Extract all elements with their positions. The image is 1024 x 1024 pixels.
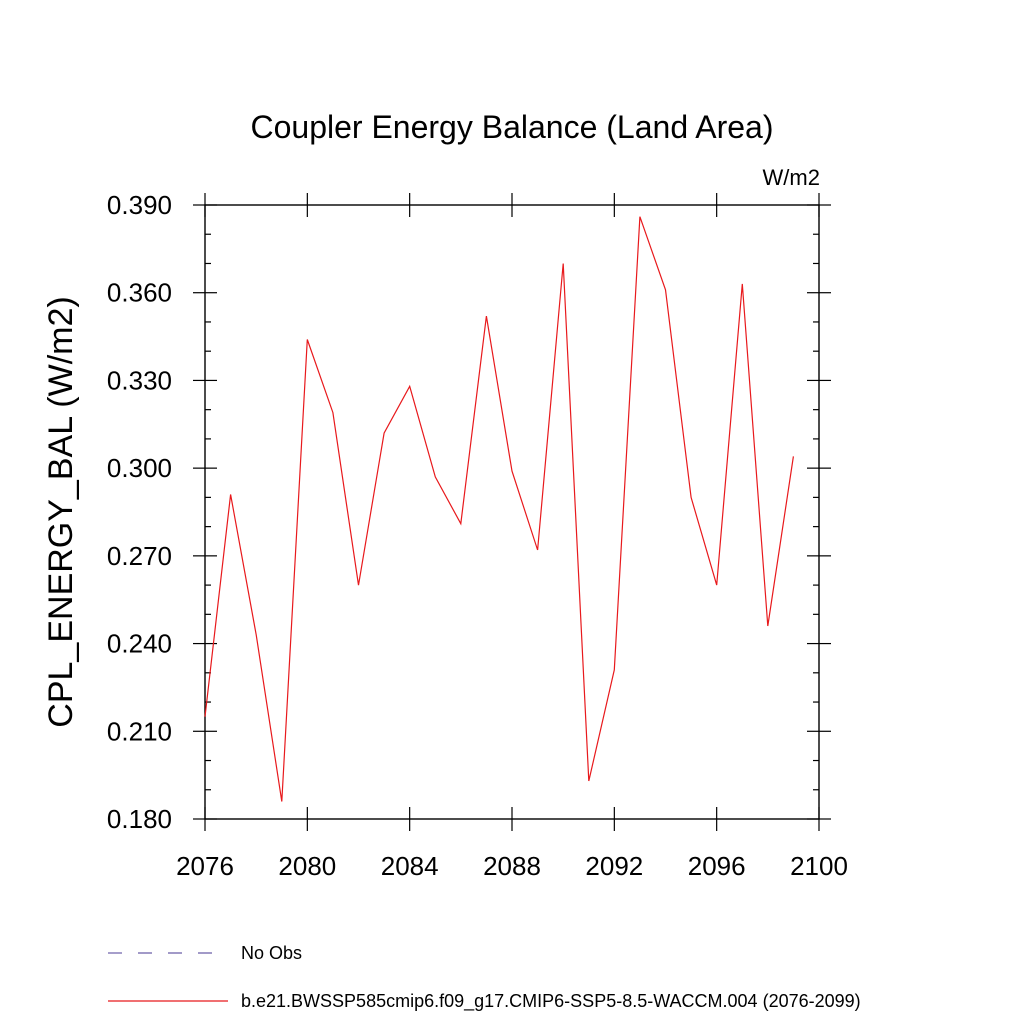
plot-frame [204, 204, 820, 820]
y-tick-label: 0.180 [107, 804, 172, 834]
x-tick-label: 2088 [483, 851, 541, 881]
legend: No Obs b.e21.BWSSP585cmip6.f09_g17.CMIP6-… [108, 943, 861, 1012]
x-tick-label: 2084 [381, 851, 439, 881]
y-tick-label: 0.210 [107, 716, 172, 746]
series-layer [204, 216, 794, 802]
chart-title: Coupler Energy Balance (Land Area) [251, 109, 774, 145]
y-axis-title: CPL_ENERGY_BAL (W/m2) [42, 296, 80, 727]
legend-label: No Obs [241, 943, 302, 963]
x-tick-label: 2100 [790, 851, 848, 881]
y-tick-label: 0.240 [107, 629, 172, 659]
series-line [204, 216, 794, 802]
y-tick-label: 0.360 [107, 278, 172, 308]
y-tick-label: 0.270 [107, 541, 172, 571]
legend-label: b.e21.BWSSP585cmip6.f09_g17.CMIP6-SSP5-8… [241, 991, 861, 1012]
x-tick-label: 2092 [585, 851, 643, 881]
y-tick-label: 0.330 [107, 365, 172, 395]
x-tick-label: 2096 [688, 851, 746, 881]
x-tick-label: 2076 [176, 851, 234, 881]
x-tick-label: 2080 [278, 851, 336, 881]
y-tick-label: 0.300 [107, 453, 172, 483]
units-label: W/m2 [763, 165, 820, 190]
axis-ticks: 2076 2080 2084 2088 2092 2096 2100 0.180 0.210 0.… [107, 190, 848, 881]
y-tick-label: 0.390 [107, 190, 172, 220]
